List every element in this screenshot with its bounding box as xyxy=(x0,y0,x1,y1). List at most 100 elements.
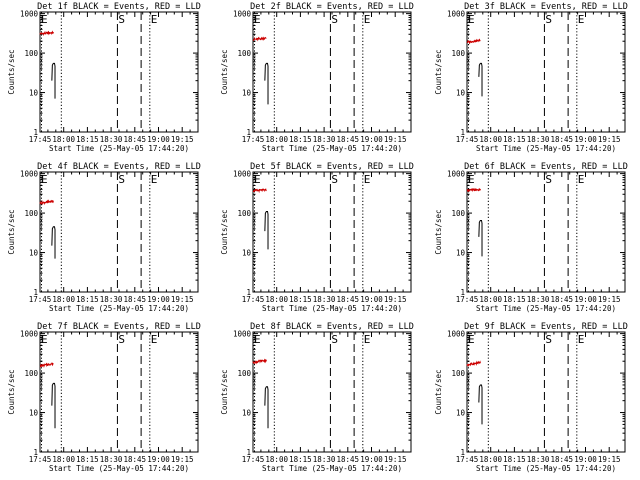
y-tick-label: 1000 xyxy=(447,10,466,19)
detector-panel: Det 9f BLACK = Events, RED = LLD 1 10 100 10… xyxy=(434,322,628,473)
panel-title: Det 9f BLACK = Events, RED = LLD xyxy=(464,322,628,332)
y-tick-label: 1 xyxy=(460,128,465,137)
x-tick-label: 18:15 xyxy=(289,135,312,144)
y-tick-label: 100 xyxy=(24,369,38,378)
panel-title: Det 3f BLACK = Events, RED = LLD xyxy=(464,2,628,12)
x-tick-label: 19:15 xyxy=(384,455,407,464)
events-series-line xyxy=(264,210,269,250)
x-tick-label: 19:00 xyxy=(147,455,170,464)
x-tick-label: 18:15 xyxy=(503,455,526,464)
detector-panel: Det 1f BLACK = Events, RED = LLD 1 10 100 10… xyxy=(7,2,201,153)
x-tick-label: 17:45 xyxy=(242,135,265,144)
y-tick-label: 100 xyxy=(451,209,465,218)
y-tick-label: 10 xyxy=(29,89,39,98)
y-tick-label: 1 xyxy=(246,448,251,457)
plot-frame xyxy=(39,171,199,293)
y-tick-label: 1000 xyxy=(233,10,252,19)
x-tick-label: 18:30 xyxy=(527,135,550,144)
x-tick-label: 18:15 xyxy=(503,135,526,144)
x-tick-label: 18:30 xyxy=(527,295,550,304)
y-tick-label: 1 xyxy=(33,448,38,457)
y-tick-label: 100 xyxy=(451,369,465,378)
y-tick-label: 100 xyxy=(237,369,251,378)
x-tick-label: 18:45 xyxy=(124,135,147,144)
lld-series-line xyxy=(39,362,54,369)
y-tick-label: 1 xyxy=(33,128,38,137)
marker-label-e: E xyxy=(151,173,158,186)
detector-panel: Det 3f BLACK = Events, RED = LLD 1 10 100 10… xyxy=(434,2,628,153)
y-tick-label: 100 xyxy=(237,49,251,58)
y-tick-label: 100 xyxy=(237,209,251,218)
panel-title: Det 4f BLACK = Events, RED = LLD xyxy=(37,162,201,172)
x-tick-label: 19:15 xyxy=(598,135,621,144)
y-tick-label: 10 xyxy=(242,89,252,98)
y-tick-label: 10 xyxy=(29,249,39,258)
x-axis-label: Start Time (25-May-05 17:44:20) xyxy=(49,304,189,313)
x-tick-label: 18:45 xyxy=(124,455,147,464)
x-tick-label: 18:45 xyxy=(124,295,147,304)
marker-label-s: S xyxy=(545,333,552,346)
x-tick-label: 19:15 xyxy=(171,295,194,304)
panel-title: Det 6f BLACK = Events, RED = LLD xyxy=(464,162,628,172)
x-tick-label: 18:15 xyxy=(289,455,312,464)
marker-label-e: E xyxy=(364,333,371,346)
x-axis-label: Start Time (25-May-05 17:44:20) xyxy=(262,464,402,473)
lld-series-line xyxy=(39,199,54,206)
marker-label-s: S xyxy=(545,13,552,26)
marker-label-s: S xyxy=(545,173,552,186)
x-tick-label: 17:45 xyxy=(456,455,479,464)
plot-frame xyxy=(466,11,626,133)
x-tick-label: 18:30 xyxy=(313,295,336,304)
x-tick-label: 18:00 xyxy=(265,135,288,144)
x-tick-label: 17:45 xyxy=(456,135,479,144)
x-tick-label: 18:15 xyxy=(76,295,99,304)
plot-frame xyxy=(252,171,412,293)
marker-label-s: S xyxy=(331,333,338,346)
x-tick-label: 19:00 xyxy=(574,135,597,144)
detector-panel: Det 8f BLACK = Events, RED = LLD 1 10 100 10… xyxy=(220,322,414,473)
y-tick-label: 1000 xyxy=(233,330,252,339)
x-tick-label: 18:15 xyxy=(289,295,312,304)
marker-label-e: E xyxy=(41,333,48,346)
events-series-line xyxy=(51,62,56,99)
x-axis-label: Start Time (25-May-05 17:44:20) xyxy=(476,304,616,313)
x-tick-label: 18:30 xyxy=(100,135,123,144)
y-tick-label: 100 xyxy=(24,49,38,58)
marker-label-e: E xyxy=(364,13,371,26)
x-tick-label: 18:00 xyxy=(265,295,288,304)
plot-frame xyxy=(466,331,626,453)
y-tick-label: 1 xyxy=(246,128,251,137)
marker-label-e: E xyxy=(254,333,261,346)
y-tick-label: 1 xyxy=(460,288,465,297)
y-tick-label: 100 xyxy=(24,209,38,218)
x-tick-label: 18:45 xyxy=(337,295,360,304)
x-tick-label: 18:45 xyxy=(551,455,574,464)
x-tick-label: 18:45 xyxy=(337,135,360,144)
lld-series-line xyxy=(39,30,54,37)
y-tick-label: 1000 xyxy=(20,170,39,179)
x-tick-label: 19:00 xyxy=(360,295,383,304)
marker-label-e: E xyxy=(578,333,585,346)
events-series-line xyxy=(264,386,269,429)
x-tick-label: 17:45 xyxy=(29,455,52,464)
marker-label-e: E xyxy=(41,173,48,186)
x-tick-label: 19:00 xyxy=(574,295,597,304)
x-tick-label: 18:15 xyxy=(503,295,526,304)
x-tick-label: 18:15 xyxy=(76,455,99,464)
marker-label-s: S xyxy=(118,13,125,26)
x-tick-label: 18:30 xyxy=(100,455,123,464)
detector-panel: Det 5f BLACK = Events, RED = LLD 1 10 100 10… xyxy=(220,162,414,313)
panel-title: Det 7f BLACK = Events, RED = LLD xyxy=(37,322,201,332)
lld-series-line xyxy=(466,360,481,368)
x-tick-label: 18:00 xyxy=(479,135,502,144)
marker-label-e: E xyxy=(151,333,158,346)
x-tick-label: 18:45 xyxy=(337,455,360,464)
marker-label-e: E xyxy=(578,173,585,186)
y-tick-label: 1 xyxy=(246,288,251,297)
detector-panel: Det 4f BLACK = Events, RED = LLD 1 10 100 10… xyxy=(7,162,201,313)
x-axis-label: Start Time (25-May-05 17:44:20) xyxy=(262,144,402,153)
x-axis-label: Start Time (25-May-05 17:44:20) xyxy=(262,304,402,313)
x-tick-label: 18:00 xyxy=(479,295,502,304)
y-axis-label: Counts/sec xyxy=(220,49,229,94)
